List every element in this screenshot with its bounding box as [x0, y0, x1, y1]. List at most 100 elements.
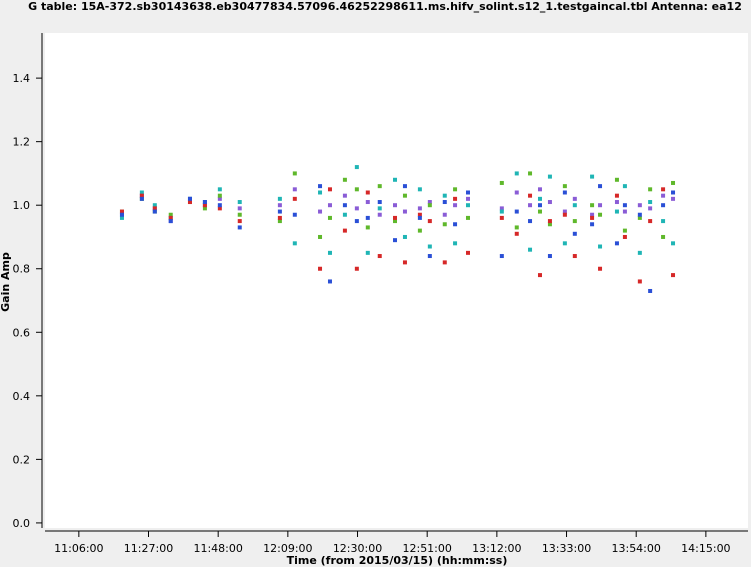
x-tick-label: 12:30:00 [333, 542, 382, 555]
point [622, 184, 627, 189]
point [342, 203, 347, 208]
point [671, 196, 676, 201]
point [402, 209, 407, 214]
point [365, 200, 370, 205]
point [562, 212, 567, 217]
point [465, 196, 470, 201]
point [393, 177, 398, 182]
point [342, 228, 347, 233]
point [590, 203, 595, 208]
point [119, 209, 124, 214]
point [562, 184, 567, 189]
point [318, 209, 323, 214]
point [139, 196, 144, 201]
point [202, 200, 207, 205]
point [377, 212, 382, 217]
point [637, 250, 642, 255]
point [377, 206, 382, 211]
point [453, 203, 458, 208]
point [572, 254, 577, 259]
point [537, 273, 542, 278]
point [537, 203, 542, 208]
x-tick-label: 14:15:00 [681, 542, 730, 555]
point [547, 219, 552, 224]
point [318, 190, 323, 195]
point [547, 200, 552, 205]
point [202, 206, 207, 211]
point [648, 288, 653, 293]
point [427, 254, 432, 259]
point [327, 279, 332, 284]
point [139, 190, 144, 195]
y-tick-label: 0.6 [13, 326, 31, 339]
point [622, 228, 627, 233]
point [277, 219, 282, 224]
point [661, 187, 666, 192]
point [277, 196, 282, 201]
point [292, 171, 297, 176]
point [442, 260, 447, 265]
point [393, 203, 398, 208]
point [537, 209, 542, 214]
x-tick-label: 11:48:00 [193, 542, 242, 555]
point [365, 250, 370, 255]
x-tick-label: 11:06:00 [54, 542, 103, 555]
point [318, 184, 323, 189]
point [318, 234, 323, 239]
y-tick-label: 0.8 [13, 263, 31, 276]
point [237, 219, 242, 224]
point [614, 200, 619, 205]
point [393, 238, 398, 243]
y-tick-label: 0.0 [13, 517, 31, 530]
point [327, 203, 332, 208]
point [402, 184, 407, 189]
point [417, 187, 422, 192]
point [528, 203, 533, 208]
point [237, 212, 242, 217]
point [342, 212, 347, 217]
point [318, 266, 323, 271]
point [598, 184, 603, 189]
point [499, 215, 504, 220]
point [327, 215, 332, 220]
point [637, 215, 642, 220]
point [648, 206, 653, 211]
point [547, 174, 552, 179]
point [427, 200, 432, 205]
point [237, 206, 242, 211]
point [622, 209, 627, 214]
point [528, 193, 533, 198]
x-tick-label: 11:27:00 [124, 542, 173, 555]
point [354, 219, 359, 224]
point [365, 190, 370, 195]
chart-title: G table: 15A-372.sb30143638.eb30477834.5… [28, 0, 742, 13]
y-tick-label: 1.0 [13, 199, 31, 212]
point [217, 193, 222, 198]
point [614, 193, 619, 198]
point [465, 190, 470, 195]
point [648, 187, 653, 192]
point [427, 244, 432, 249]
point [661, 234, 666, 239]
point [365, 225, 370, 230]
point [598, 266, 603, 271]
point [453, 187, 458, 192]
point [119, 212, 124, 217]
x-tick-label: 12:51:00 [402, 542, 451, 555]
point [237, 200, 242, 205]
point [427, 219, 432, 224]
point [528, 247, 533, 252]
point [427, 203, 432, 208]
point [119, 215, 124, 220]
y-tick-label: 1.2 [13, 136, 31, 149]
point [168, 219, 173, 224]
y-tick-label: 1.4 [13, 72, 31, 85]
point [377, 254, 382, 259]
x-axis-label: Time (from 2015/03/15) (hh:mm:ss) [287, 554, 508, 567]
point [152, 209, 157, 214]
point [671, 180, 676, 185]
point [152, 206, 157, 211]
point [514, 231, 519, 236]
